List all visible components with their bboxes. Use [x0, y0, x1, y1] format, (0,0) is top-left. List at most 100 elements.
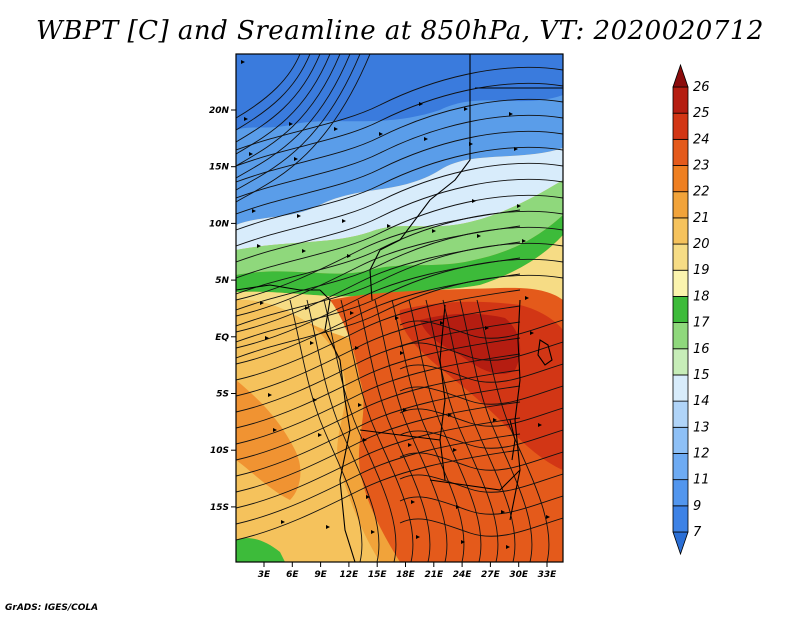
- streamline-arrow: [464, 107, 468, 111]
- colorbar-swatch: [672, 191, 689, 219]
- lon-tick-label: 30E: [509, 570, 529, 580]
- streamline-arrow: [244, 117, 248, 121]
- streamline: [442, 299, 516, 562]
- streamline-arrow: [252, 209, 256, 213]
- colorbar-label: 15: [693, 368, 710, 383]
- streamline-arrow: [260, 301, 264, 305]
- wbpt-18-band: [236, 215, 563, 297]
- colorbar: 7 9 11 12 13 14 15 16 17 18 19 20 21 22 23 24 25 26: [672, 63, 710, 556]
- colorbar-label: 25: [693, 106, 710, 121]
- streamline-arrow: [506, 545, 510, 549]
- colorbar-swatch: [672, 374, 689, 402]
- streamline-arrow: [408, 443, 412, 447]
- streamline: [399, 385, 563, 405]
- streamline-arrow: [355, 346, 359, 350]
- lon-tick-label: 33E: [538, 570, 558, 580]
- streamline: [399, 429, 563, 449]
- colorbar-swatch: [672, 505, 689, 533]
- streamline: [391, 299, 465, 562]
- colorbar-label: 12: [693, 446, 710, 461]
- lon-tick-label: 9E: [314, 570, 327, 580]
- streamline-arrow: [387, 224, 391, 228]
- map-frame: [235, 53, 564, 563]
- streamline-arrow: [472, 199, 476, 203]
- streamline-arrow: [432, 229, 436, 233]
- streamline: [236, 54, 351, 179]
- lon-tick-label: 18E: [396, 570, 416, 580]
- border-line-4: [439, 304, 446, 481]
- streamline: [236, 449, 521, 541]
- streamlines: [236, 54, 563, 562]
- lat-axis: 20N 15N 10N 5N EQ 5S 10S 15S: [209, 106, 236, 513]
- gulf-guinea-coast: [236, 284, 320, 291]
- colorbar-label: 26: [693, 80, 710, 95]
- colorbar-label: 22: [693, 185, 710, 200]
- streamline: [374, 299, 448, 562]
- streamline-arrow: [366, 495, 370, 499]
- streamline: [236, 54, 311, 131]
- streamline: [236, 401, 521, 493]
- wbpt-17-band: [236, 180, 563, 275]
- lon-tick-label: 27E: [481, 570, 501, 580]
- streamline-arrow: [305, 306, 309, 310]
- lat-tick-label: 15S: [210, 503, 229, 513]
- map-title: WBPT [C] and Sreamline at 850hPa, VT: 20…: [36, 16, 764, 46]
- colorbar-label: 13: [693, 420, 710, 435]
- lon-tick-label: 15E: [368, 570, 388, 580]
- colorbar-swatch: [672, 217, 689, 245]
- lon-tick-label: 24E: [453, 570, 473, 580]
- streamline: [236, 385, 521, 477]
- lake-tanganyika: [509, 419, 516, 461]
- wbpt-20-region: [236, 300, 380, 562]
- streamline: [236, 369, 521, 461]
- colorbar-swatch: [672, 243, 689, 271]
- streamline: [236, 115, 563, 199]
- wbpt-coldest-region: [236, 54, 563, 130]
- wbpt-15-band: [236, 148, 563, 250]
- streamline-arrow: [281, 520, 285, 524]
- streamline-arrow: [424, 137, 428, 141]
- lat-tick-label: 10S: [210, 446, 229, 456]
- streamline-arrow: [411, 500, 415, 504]
- colorbar-label: 17: [693, 316, 710, 331]
- streamline-arrow: [347, 254, 351, 258]
- border-line-7: [359, 429, 441, 441]
- streamline: [399, 341, 563, 361]
- colorbar-label: 14: [693, 394, 710, 409]
- colorbar-swatch: [672, 138, 689, 166]
- colorbar-swatch: [672, 348, 689, 376]
- streamline-arrow: [241, 60, 245, 64]
- streamline: [459, 299, 533, 562]
- streamline-arrow: [350, 311, 354, 315]
- streamline-arrow: [538, 423, 542, 427]
- streamline: [236, 54, 361, 191]
- streamline-arrow: [379, 132, 383, 136]
- streamline: [306, 299, 380, 562]
- streamline: [236, 67, 563, 151]
- lat-tick-label: EQ: [215, 333, 229, 343]
- streamline-arrow: [440, 321, 444, 325]
- streamline: [236, 195, 563, 279]
- streamline-arrow: [273, 428, 277, 432]
- colorbar-low-arrow: [672, 531, 689, 556]
- streamline: [399, 517, 563, 537]
- streamline: [236, 54, 301, 119]
- streamline: [236, 289, 521, 381]
- colorbar-swatch: [672, 479, 689, 507]
- map-plot-area: [236, 54, 563, 562]
- lat-tick-label: 5N: [215, 276, 229, 286]
- streamline-arrow: [318, 433, 322, 437]
- streamline-arrow: [493, 418, 497, 422]
- colorbar-label: 18: [693, 289, 710, 304]
- streamline-arrow: [530, 331, 534, 335]
- streamline: [289, 299, 363, 562]
- streamline-arrow: [400, 351, 404, 355]
- streamline: [236, 337, 521, 429]
- streamline: [408, 299, 482, 562]
- border-line-5: [509, 299, 521, 521]
- colorbar-high-arrow: [672, 63, 689, 88]
- lon-tick-label: 12E: [340, 570, 360, 580]
- streamline-arrow: [395, 316, 399, 320]
- streamline: [236, 54, 331, 155]
- streamline: [236, 353, 521, 445]
